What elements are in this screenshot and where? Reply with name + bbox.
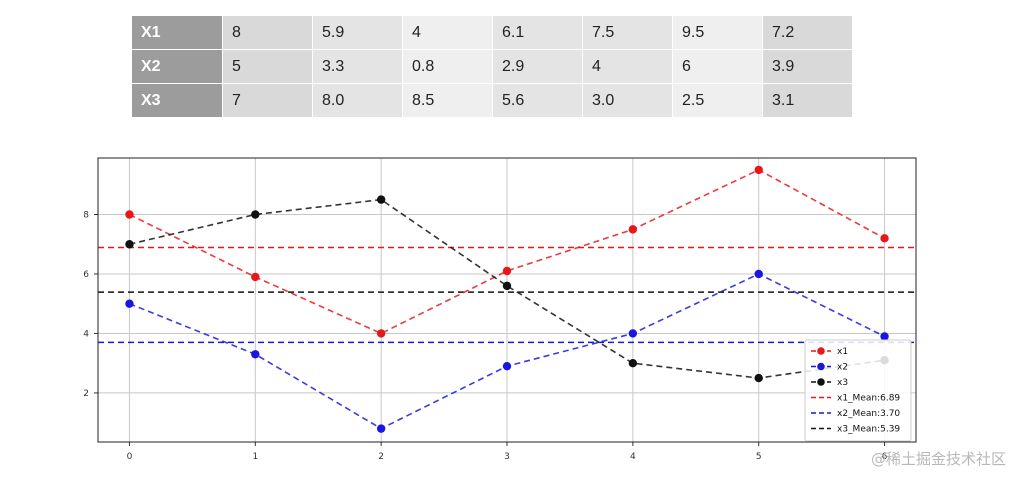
x-tick-label: 6 <box>882 452 888 462</box>
x-tick-label: 2 <box>378 452 384 462</box>
table-cell: 8 <box>223 16 312 49</box>
data-point-x3 <box>376 195 386 204</box>
data-point-x1 <box>754 165 763 175</box>
data-point-x3 <box>502 281 512 291</box>
legend: x1 x2 x3 x1_Mean:6.89 x2_Mean:3.70 x3_Mean:5.… <box>804 339 912 442</box>
table-cell: 4 <box>403 16 492 49</box>
legend-box <box>804 339 912 442</box>
mean-lines <box>98 246 916 344</box>
y-tick-label: 4 <box>83 329 89 339</box>
legend-label: x1_Mean:6.89 <box>837 394 900 404</box>
y-tick-label: 2 <box>83 389 89 399</box>
table-cell: 3.0 <box>583 83 672 117</box>
x-tick-label: 3 <box>504 452 510 462</box>
table-row: X1 8 5.9 4 6.1 7.5 9.5 7.2 <box>132 16 852 49</box>
table-cell: 8.5 <box>403 83 492 117</box>
y-tick-label: 8 <box>83 211 89 221</box>
data-point-x3 <box>251 210 260 219</box>
x-tick-label: 1 <box>252 452 258 462</box>
axes: 0 1 2 3 4 5 6 2 4 6 8 <box>83 157 917 462</box>
data-point-x2 <box>754 269 763 279</box>
data-point-x2 <box>628 329 638 338</box>
data-point-x2 <box>880 332 889 341</box>
table-cell: 6.1 <box>493 16 582 49</box>
data-point-x1 <box>125 210 134 219</box>
legend-marker <box>817 362 825 371</box>
table-cell: 3.3 <box>313 49 402 83</box>
data-point-x2 <box>376 424 386 433</box>
row-label: X2 <box>132 49 222 83</box>
row-label: X3 <box>132 83 222 117</box>
table-cell: 0.8 <box>403 49 492 83</box>
legend-label: x2_Mean:3.70 <box>837 409 900 419</box>
table-cell: 7.2 <box>763 16 852 49</box>
plot-frame <box>97 157 917 443</box>
table-cell: 7.5 <box>583 16 672 49</box>
table-cell: 2.9 <box>493 49 582 83</box>
table-cell: 5.9 <box>313 16 402 49</box>
data-table: X1 8 5.9 4 6.1 7.5 9.5 7.2 X2 5 3.3 0.8 2.9 4 6 3.9 X3 7 8… <box>131 16 853 117</box>
legend-label: x1 <box>837 347 848 357</box>
table-cell: 5 <box>223 49 312 83</box>
data-point-x2 <box>502 361 512 371</box>
watermark-text: @稀土掘金技术社区 <box>870 450 1006 468</box>
legend-marker <box>817 378 825 386</box>
table-cell: 3.1 <box>763 83 852 117</box>
data-point-x3 <box>125 240 134 249</box>
row-label: X1 <box>132 16 222 49</box>
y-tick-label: 6 <box>83 270 89 280</box>
legend-label: x2 <box>837 363 848 373</box>
data-point-x1 <box>628 225 638 234</box>
x-tick-label: 0 <box>127 452 133 462</box>
table-cell: 3.9 <box>763 49 852 83</box>
table-cell: 9.5 <box>673 16 762 49</box>
data-point-x3 <box>628 358 638 368</box>
table-cell: 2.5 <box>673 83 762 117</box>
legend-label: x3 <box>837 378 848 388</box>
line-chart: 0 1 2 3 4 5 6 2 4 6 8 x1 x2 x3 x1_Mean:6.89 x2_Mean:3.… <box>83 157 917 462</box>
table-cell: 8.0 <box>313 83 402 117</box>
x-tick-label: 4 <box>630 452 636 462</box>
table-cell: 5.6 <box>493 83 582 117</box>
data-point-x2 <box>125 299 134 308</box>
legend-label: x3_Mean:5.39 <box>837 425 900 435</box>
x-tick-label: 5 <box>756 452 762 462</box>
table-cell: 7 <box>223 83 312 117</box>
data-point-x1 <box>251 272 260 282</box>
grid-lines <box>98 158 916 442</box>
legend-marker <box>817 347 825 355</box>
series-lines <box>125 165 889 433</box>
data-point-x1 <box>880 234 889 243</box>
data-point-x1 <box>376 329 386 338</box>
table-cell: 4 <box>583 49 672 83</box>
data-point-x3 <box>754 373 763 383</box>
data-point-x1 <box>502 266 512 276</box>
table-row: X3 7 8.0 8.5 5.6 3.0 2.5 3.1 <box>132 83 852 117</box>
table-row: X2 5 3.3 0.8 2.9 4 6 3.9 <box>132 49 852 83</box>
table-cell: 6 <box>673 49 762 83</box>
data-point-x2 <box>251 350 260 359</box>
